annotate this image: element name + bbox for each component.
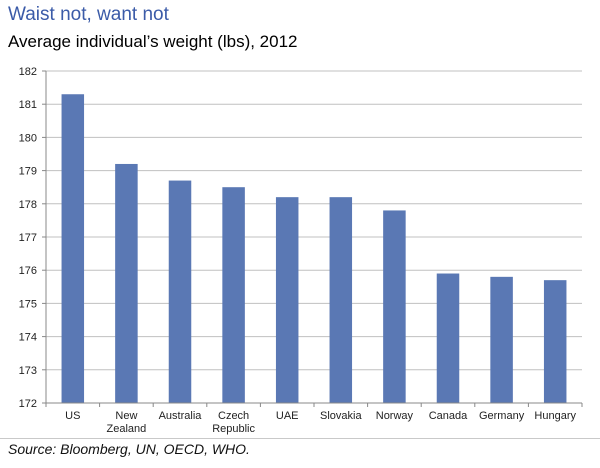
y-tick-label: 181 [19, 99, 37, 111]
y-tick-label: 172 [19, 398, 37, 410]
axes [42, 70, 583, 407]
x-tick-label-line: Czech [218, 410, 249, 422]
x-tick-label-line: Republic [212, 423, 255, 435]
bar [436, 273, 460, 403]
x-tick-label-line: Hungary [534, 410, 576, 422]
x-tick-label: US [65, 410, 80, 422]
bar [543, 280, 567, 403]
chart-subtitle: Average individual’s weight (lbs), 2012 [8, 32, 298, 51]
x-tick-label-line: New [115, 410, 137, 422]
x-tick-label: Canada [429, 410, 468, 422]
y-tick-label: 178 [19, 199, 37, 211]
x-tick-label: New Zealand [107, 410, 147, 435]
x-tick-label-line: US [65, 410, 80, 422]
y-tick-label: 173 [19, 365, 37, 377]
bar [275, 197, 299, 403]
y-tick-label: 174 [19, 332, 37, 344]
bar [115, 163, 138, 403]
y-tick-label: 177 [19, 232, 37, 244]
x-tick-label: Norway [376, 410, 414, 422]
y-tick-label: 175 [19, 298, 37, 310]
bar [61, 94, 85, 404]
x-tick-label-line: Canada [429, 410, 468, 422]
bars [61, 94, 567, 404]
bar [168, 180, 192, 403]
y-tick-label: 180 [19, 132, 37, 144]
x-tick-label: Hungary [534, 410, 576, 422]
y-tick-label: 179 [19, 166, 37, 178]
x-tick-label: Slovakia [320, 410, 362, 422]
x-tick-label-line: Germany [479, 410, 525, 422]
x-tick-label-line: Australia [159, 410, 203, 422]
footer-divider [0, 438, 600, 439]
x-tick-label-line: Zealand [107, 423, 147, 435]
x-tick-label: Czech Republic [212, 410, 255, 435]
x-tick-label: UAE [276, 410, 299, 422]
bar [490, 276, 513, 403]
y-tick-label: 176 [19, 265, 37, 277]
chart-title: Waist not, want not [8, 4, 169, 25]
x-tick-label-line: UAE [276, 410, 299, 422]
x-tick-label-line: Norway [376, 410, 414, 422]
source-note: Source: Bloomberg, UN, OECD, WHO. [8, 441, 250, 457]
x-tick-label: Australia [159, 410, 203, 422]
bar [329, 197, 353, 403]
y-tick-label: 182 [19, 66, 37, 78]
bar [222, 187, 245, 403]
tick-labels: 172 173 174 175 176 177 178 179 180 181 182 US New Ze… [19, 66, 577, 435]
x-tick-label-line: Slovakia [320, 410, 362, 422]
bar [383, 210, 406, 403]
x-tick-label: Germany [479, 410, 525, 422]
